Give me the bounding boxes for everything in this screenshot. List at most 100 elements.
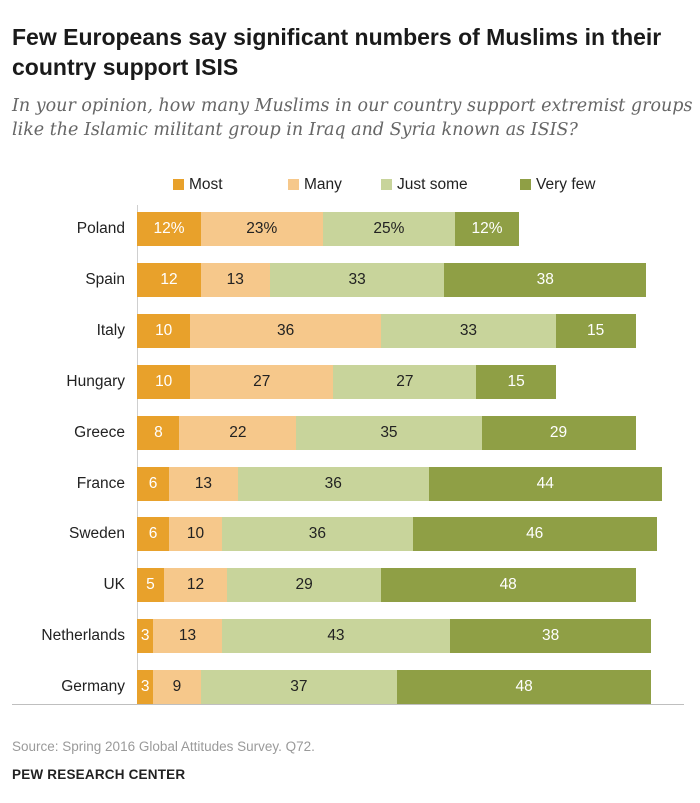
chart-subtitle: In your opinion, how many Muslims in our… (12, 96, 693, 140)
category-label-poland: Poland (76, 220, 125, 237)
bar-france-many: 13 (168, 467, 239, 501)
category-label-spain: Spain (85, 271, 125, 288)
data-label: 27 (396, 373, 414, 390)
bar-sweden-very-few: 46 (412, 517, 657, 551)
bar-uk-many: 12 (163, 568, 228, 602)
bar-sweden-most: 6 (137, 517, 170, 551)
data-label: 22 (229, 424, 247, 441)
data-label: 35 (380, 424, 398, 441)
bar-greece-very-few: 29 (481, 416, 636, 450)
bar-netherlands-very-few: 38 (449, 619, 652, 653)
source-note: Source: Spring 2016 Global Attitudes Sur… (12, 739, 315, 754)
data-label: 44 (536, 475, 554, 492)
data-label: 36 (324, 475, 342, 492)
bar-germany-many: 9 (152, 670, 201, 704)
data-label: 15 (587, 322, 605, 339)
bar-italy-very-few: 15 (555, 314, 636, 348)
data-label: 48 (515, 678, 533, 695)
category-label-sweden: Sweden (68, 525, 125, 542)
bar-netherlands-many: 13 (152, 619, 223, 653)
axis-line (137, 205, 138, 705)
bar-spain-very-few: 38 (444, 263, 647, 297)
bar-poland-just-some: 25% (322, 212, 456, 246)
category-label-france: France (76, 475, 125, 492)
bar-hungary-many: 27 (190, 365, 334, 399)
bar-germany-just-some: 37 (200, 670, 398, 704)
data-label: 29 (549, 424, 568, 441)
data-label: 6 (148, 475, 158, 492)
chart-title: Few Europeans say significant numbers of… (12, 24, 662, 80)
bar-germany-most: 3 (137, 670, 154, 704)
data-label: 10 (155, 322, 173, 339)
data-label: 12 (186, 576, 205, 593)
data-label: 48 (499, 576, 517, 593)
data-label: 38 (541, 627, 560, 644)
bar-spain-many: 13 (200, 263, 270, 297)
bar-uk-most: 5 (137, 568, 164, 602)
data-label: 36 (276, 322, 295, 339)
legend-label-very-few: Very few (536, 176, 596, 193)
bar-netherlands-most: 3 (137, 619, 154, 653)
category-label-italy: Italy (96, 322, 125, 339)
legend-item-just-some: Just some (381, 176, 468, 196)
bar-poland-many: 23% (200, 212, 323, 246)
legend-swatch-most (173, 179, 184, 190)
category-label-uk: UK (103, 576, 125, 593)
bar-italy-just-some: 33 (380, 314, 557, 348)
category-label-hungary: Hungary (66, 373, 125, 390)
data-label: 5 (146, 576, 155, 593)
bar-uk-just-some: 29 (227, 568, 382, 602)
bar-spain-most: 12 (137, 263, 201, 297)
legend-label-just-some: Just some (397, 176, 468, 193)
data-label: 43 (327, 627, 345, 644)
bar-hungary-just-some: 27 (333, 365, 477, 399)
legend-item-most: Most (173, 176, 223, 196)
data-label: 3 (140, 678, 150, 695)
bar-italy-most: 10 (137, 314, 191, 348)
data-label: 12 (160, 271, 178, 288)
bar-hungary-most: 10 (137, 365, 191, 399)
footer-divider (12, 704, 684, 705)
data-label: 12% (153, 220, 185, 237)
bar-greece-most: 8 (137, 416, 180, 450)
legend-swatch-very-few (520, 179, 531, 190)
data-label: 27 (253, 373, 271, 390)
data-label: 6 (148, 525, 158, 542)
data-label: 36 (308, 525, 327, 542)
data-label: 23% (246, 220, 278, 237)
bar-netherlands-just-some: 43 (221, 619, 451, 653)
data-label: 12% (471, 220, 503, 237)
bar-uk-very-few: 48 (380, 568, 636, 602)
data-label: 37 (290, 678, 308, 695)
bar-spain-just-some: 33 (269, 263, 445, 297)
legend-swatch-just-some (381, 179, 392, 190)
data-label: 38 (536, 271, 554, 288)
bar-poland-most: 12% (137, 212, 201, 246)
legend-swatch-many (288, 179, 299, 190)
data-label: 13 (178, 627, 197, 644)
bar-sweden-many: 10 (168, 517, 223, 551)
data-label: 29 (295, 576, 313, 593)
data-label: 8 (154, 424, 163, 441)
bar-france-most: 6 (137, 467, 170, 501)
bar-hungary-very-few: 15 (476, 365, 557, 399)
data-label: 25% (373, 220, 405, 237)
bar-greece-just-some: 35 (296, 416, 482, 450)
bar-france-just-some: 36 (237, 467, 429, 501)
data-label: 9 (172, 678, 182, 695)
bar-france-very-few: 44 (428, 467, 663, 501)
category-label-germany: Germany (61, 678, 125, 695)
category-label-netherlands: Netherlands (41, 627, 125, 644)
data-label: 13 (194, 475, 213, 492)
bar-poland-very-few: 12% (455, 212, 519, 246)
data-label: 13 (226, 271, 244, 288)
bar-sweden-just-some: 36 (221, 517, 413, 551)
organization-credit: PEW RESEARCH CENTER (12, 767, 186, 782)
data-label: 10 (186, 525, 205, 542)
data-label: 3 (140, 627, 150, 644)
legend-label-most: Most (189, 176, 223, 193)
bar-greece-many: 22 (179, 416, 297, 450)
data-label: 15 (507, 373, 525, 390)
legend-label-many: Many (304, 176, 342, 193)
